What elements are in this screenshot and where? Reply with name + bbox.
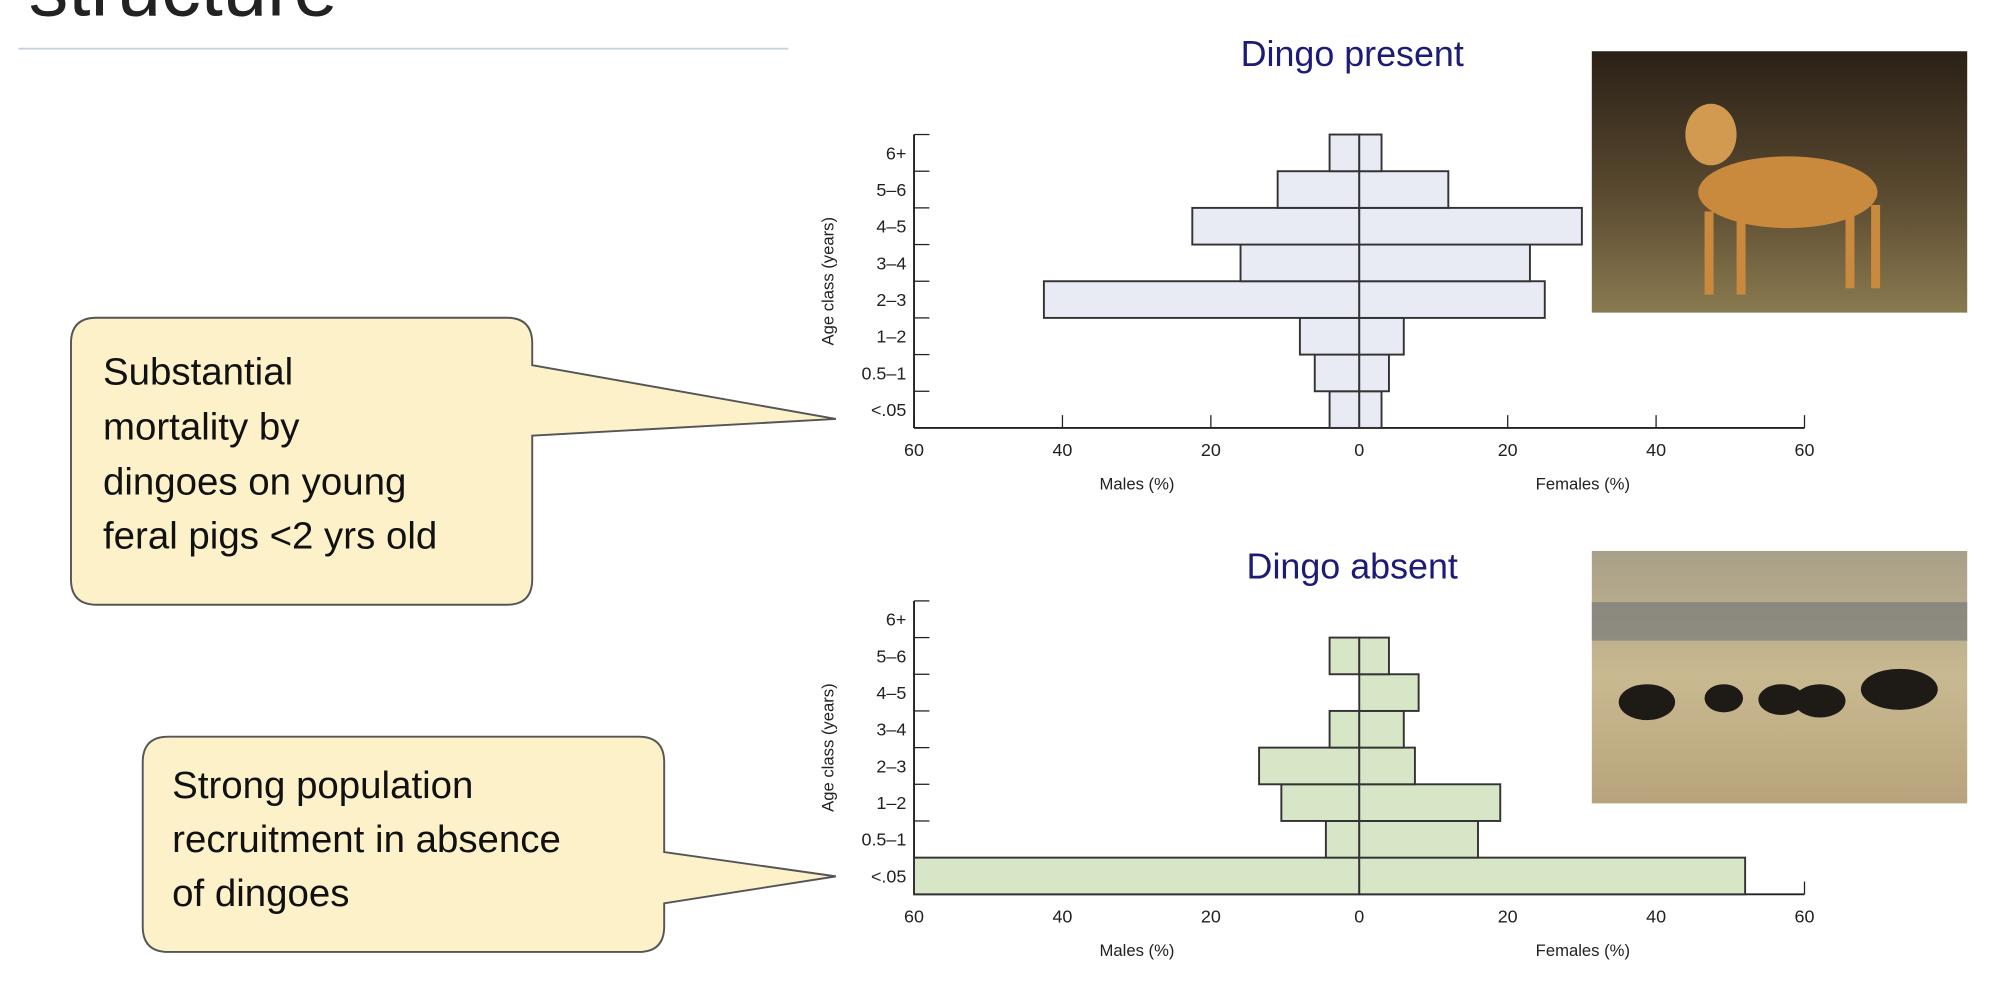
y-tick-label: 5–6 (876, 646, 906, 666)
y-tick-label: <.05 (871, 400, 906, 420)
y-tick-label: 0.5–1 (861, 363, 906, 383)
bar (1358, 820, 1479, 859)
x-tick-label: 20 (1201, 906, 1221, 926)
bar (1358, 390, 1383, 429)
x-tick-label: 60 (904, 906, 924, 926)
bar (913, 856, 1361, 896)
bar (1258, 746, 1361, 786)
bar (1328, 636, 1361, 676)
bar (1313, 353, 1361, 393)
x-tick-label: 60 (1795, 440, 1815, 460)
bar (1358, 353, 1390, 393)
bar (1358, 206, 1583, 246)
y-tick-label: 0.5–1 (861, 830, 906, 850)
x-tick-label: 40 (1052, 906, 1072, 926)
y-tick-label: 2–3 (876, 290, 906, 310)
x-tick-label: 20 (1498, 906, 1518, 926)
bar (1358, 709, 1405, 749)
x-tick-label: 60 (1795, 906, 1815, 926)
y-tick-label: 3–4 (876, 253, 906, 273)
y-tick-label: 3–4 (876, 720, 906, 740)
bar (1358, 316, 1405, 356)
y-tick-label: 1–2 (876, 327, 906, 347)
callout-text: Substantial mortality by dingoes on youn… (103, 350, 437, 557)
callout: Strong population recruitment in absence… (141, 735, 837, 953)
bar (1239, 243, 1361, 283)
y-tick-label: 4–5 (876, 683, 906, 703)
x-axis-label: Males (%) (1100, 941, 1175, 960)
x-tick-label: 40 (1646, 440, 1666, 460)
bar (1358, 746, 1416, 786)
y-axis-label: Age class (years) (818, 683, 837, 812)
y-tick-label: 6+ (886, 143, 906, 163)
bar (1358, 243, 1531, 283)
dingo-photo (1591, 51, 1968, 313)
bar (1328, 133, 1361, 173)
x-tick-label: 20 (1498, 440, 1518, 460)
bar (1042, 280, 1361, 319)
bar (1358, 280, 1546, 319)
chart-title: Dingo absent (1247, 546, 1458, 586)
bar (1358, 783, 1502, 822)
bar (1191, 206, 1361, 246)
y-tick-label: <.05 (871, 866, 906, 886)
x-axis-label: Females (%) (1536, 474, 1630, 493)
x-tick-label: 40 (1052, 440, 1072, 460)
x-axis-label: Females (%) (1536, 941, 1630, 960)
callout-text: Strong population recruitment in absence… (172, 764, 571, 915)
x-tick-label: 40 (1646, 906, 1666, 926)
y-tick-label: 1–2 (876, 793, 906, 813)
pigs-photo (1591, 550, 1968, 804)
x-tick-label: 60 (904, 440, 924, 460)
bar (1324, 820, 1361, 859)
x-tick-label: 0 (1354, 440, 1364, 460)
slide-title: structure (29, 0, 338, 32)
y-tick-label: 6+ (886, 610, 906, 630)
bar (1358, 133, 1383, 173)
bar (1328, 390, 1361, 429)
x-tick-label: 20 (1201, 440, 1221, 460)
y-tick-label: 2–3 (876, 756, 906, 776)
bar (1358, 636, 1390, 676)
bar (1358, 673, 1420, 712)
callout: Substantial mortality by dingoes on youn… (70, 316, 837, 606)
bar (1276, 170, 1361, 209)
bar (1358, 170, 1450, 209)
x-tick-label: 0 (1354, 906, 1364, 926)
y-axis-label: Age class (years) (818, 217, 837, 346)
y-tick-label: 5–6 (876, 180, 906, 200)
chart-title: Dingo present (1241, 34, 1464, 74)
bar (1358, 856, 1747, 896)
x-axis-label: Males (%) (1100, 474, 1175, 493)
y-tick-label: 4–5 (876, 217, 906, 237)
bar (1328, 709, 1361, 749)
bar (1298, 316, 1361, 356)
bar (1280, 783, 1361, 822)
